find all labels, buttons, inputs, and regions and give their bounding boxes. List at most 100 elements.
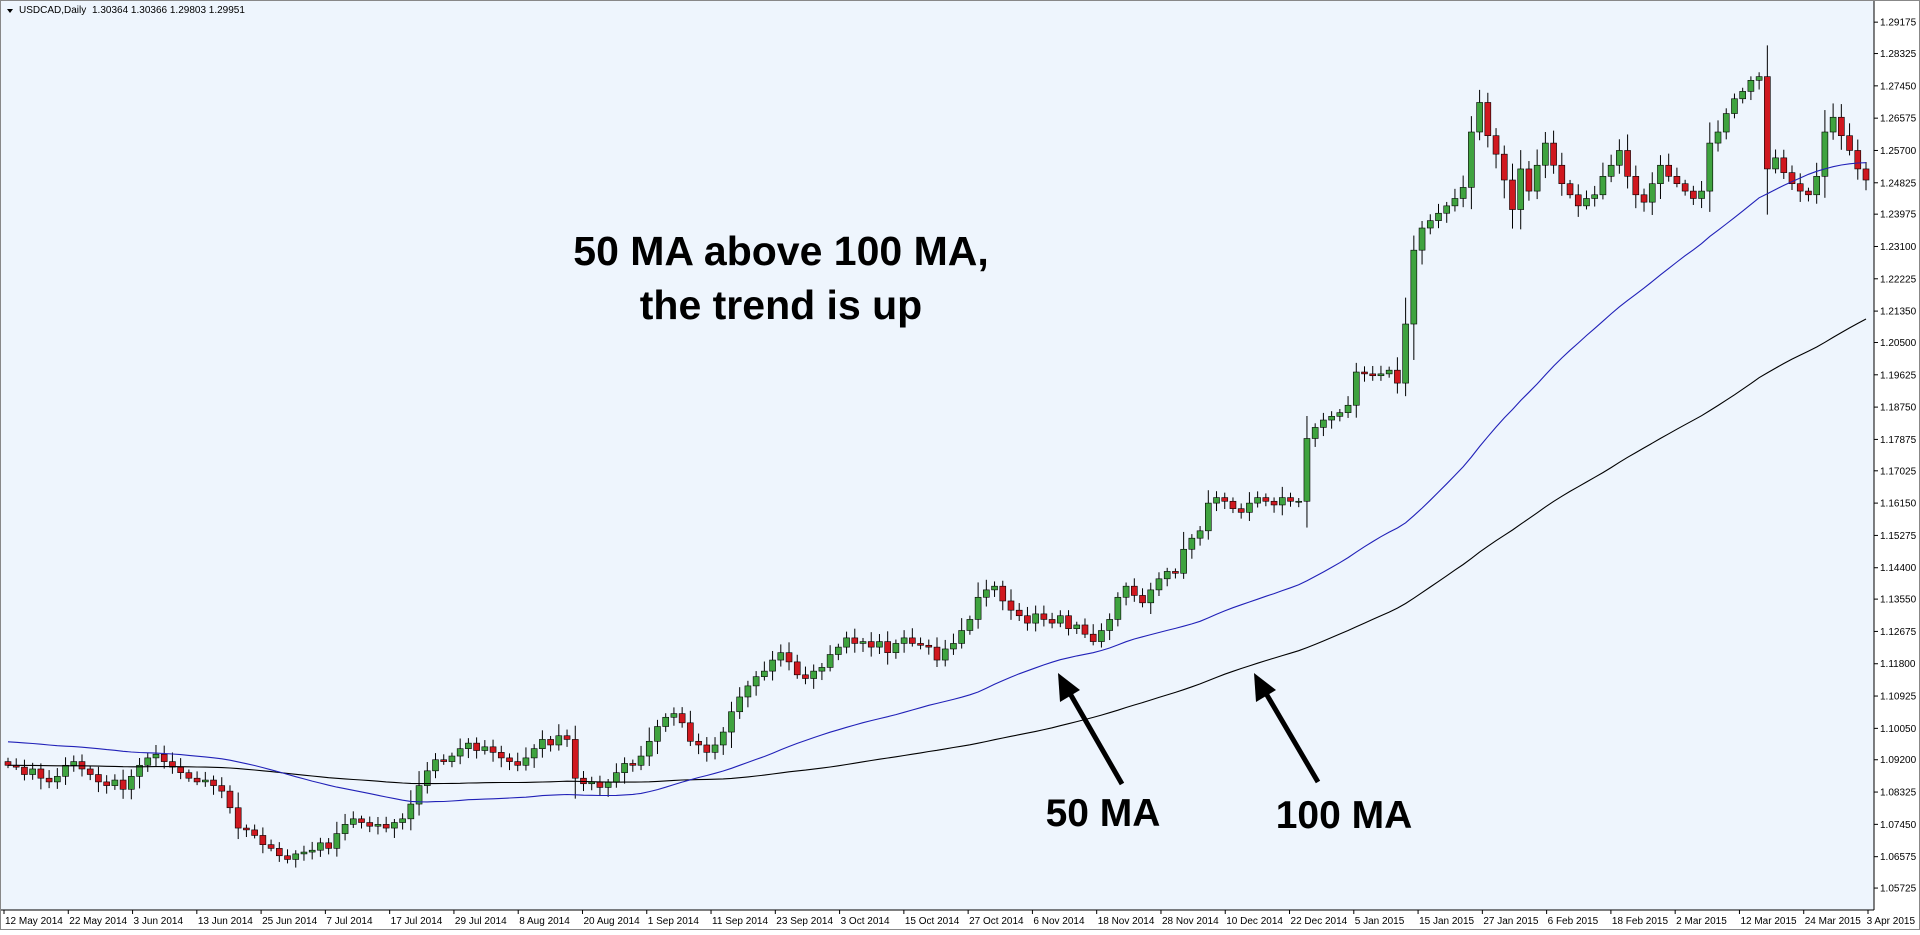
candle-body-up <box>1205 502 1212 532</box>
candle <box>917 637 924 650</box>
candle <box>1385 366 1393 378</box>
price-tick-label: 1.23975 <box>1880 210 1917 221</box>
candle-body-down <box>358 818 365 823</box>
candle <box>1764 45 1771 215</box>
candle <box>1476 89 1483 141</box>
candle-body-up <box>966 619 974 631</box>
candle <box>95 766 102 793</box>
candle-body-up <box>1468 131 1475 188</box>
time-tick-label: 2 Mar 2015 <box>1676 916 1727 927</box>
candle <box>1139 588 1146 608</box>
time-tick-label: 7 Jul 2014 <box>326 916 373 927</box>
candle-body-down <box>1632 176 1640 196</box>
candle-body-down <box>473 742 480 751</box>
candle-body-down <box>1492 135 1500 155</box>
candle <box>950 633 957 655</box>
headline-line-1: 50 MA above 100 MA, <box>573 228 988 274</box>
price-tick-label: 1.28325 <box>1880 49 1917 60</box>
price-tick-label: 1.20500 <box>1880 338 1917 349</box>
candle-body-up <box>1106 619 1113 631</box>
candle <box>1147 582 1155 614</box>
candle <box>1402 297 1409 397</box>
candle <box>1500 145 1508 199</box>
candle <box>1788 165 1796 191</box>
candle <box>687 710 694 747</box>
candle-body-down <box>45 777 53 783</box>
candle <box>1583 190 1590 210</box>
candle-body-down <box>1024 615 1031 624</box>
candle-body-up <box>522 757 530 766</box>
candle <box>826 645 834 672</box>
time-tick-label: 13 Jun 2014 <box>198 916 253 927</box>
ma50-label: 50 MA <box>1046 792 1161 835</box>
candle <box>892 639 900 659</box>
candle <box>1772 149 1779 174</box>
candle <box>1287 492 1294 507</box>
ma100-label: 100 MA <box>1276 794 1413 837</box>
candle <box>818 662 826 681</box>
candle-body-up <box>423 770 431 786</box>
candle <box>1352 362 1360 418</box>
candle <box>703 737 711 762</box>
candle <box>1024 606 1031 631</box>
symbol-dropdown-icon[interactable] <box>7 9 13 13</box>
candle-body-up <box>859 641 867 644</box>
candle-body-up <box>62 764 69 777</box>
candle-body-up <box>654 726 661 742</box>
candle-body-down <box>933 646 941 661</box>
candle <box>843 631 850 654</box>
price-tick-label: 1.24825 <box>1880 178 1917 189</box>
candle <box>1196 526 1204 546</box>
candle <box>530 744 538 768</box>
candle-body-up <box>670 713 678 718</box>
price-axis-ticks: 1.29175 1.28325 1.27450 1.26575 1.25700 1.248… <box>1874 18 1917 895</box>
candle-body-down <box>497 752 505 759</box>
candle <box>119 769 127 799</box>
candle-body-up <box>128 776 135 790</box>
candle <box>1862 161 1870 191</box>
candle <box>1632 165 1640 209</box>
candle <box>933 637 941 668</box>
candle <box>1722 108 1730 140</box>
candle-body-down <box>366 822 374 827</box>
candle-body-down <box>884 641 891 653</box>
candle-body-down <box>440 759 448 762</box>
candle-body-up <box>481 746 489 751</box>
candle-body-down <box>1229 500 1237 509</box>
price-tick-label: 1.17875 <box>1880 435 1917 446</box>
candle-body-up <box>111 779 119 786</box>
candle <box>1648 172 1656 215</box>
candle <box>259 827 267 854</box>
candle-body-up <box>317 842 324 851</box>
candle-body-down <box>243 827 250 831</box>
candle-body-down <box>1673 176 1681 185</box>
time-tick-label: 3 Apr 2015 <box>1867 916 1916 927</box>
candle <box>769 651 776 681</box>
candle <box>128 769 135 800</box>
candle-body-up <box>777 652 785 661</box>
candle-body-up <box>70 761 78 766</box>
candle <box>1492 128 1500 169</box>
candle <box>1533 149 1541 200</box>
candle-body-up <box>1731 98 1738 114</box>
candle <box>325 838 332 855</box>
candle-body-up <box>1344 404 1352 413</box>
candle-body-down <box>1500 153 1508 181</box>
candle <box>884 631 891 665</box>
candle-body-down <box>678 713 686 724</box>
candle <box>958 618 965 649</box>
candle-body-up <box>1328 416 1335 421</box>
time-tick-label: 25 Jun 2014 <box>262 916 317 927</box>
candle <box>974 582 982 629</box>
candle-body-down <box>325 842 332 849</box>
candle-body-down <box>1065 615 1072 629</box>
time-tick-label: 22 Dec 2014 <box>1291 916 1348 927</box>
candle-body-up <box>1303 438 1311 502</box>
candlestick-series <box>4 45 1870 868</box>
headline-line-2: the trend is up <box>640 282 922 328</box>
candle-body-down <box>506 757 513 762</box>
candle <box>654 719 661 755</box>
candle <box>1040 605 1048 627</box>
candle-body-down <box>1796 183 1804 192</box>
candle-body-up <box>621 763 628 773</box>
